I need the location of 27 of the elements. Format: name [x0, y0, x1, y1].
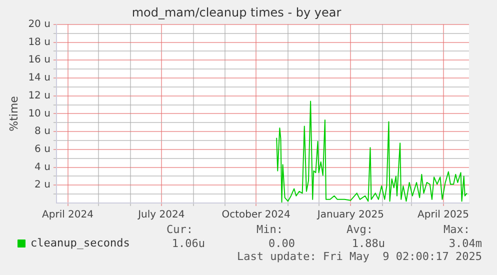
- y-tick-label: 8 u: [34, 126, 50, 138]
- x-tick-label: July 2024: [137, 210, 185, 221]
- y-tick-label: 10 u: [28, 108, 50, 120]
- y-tick-label: 20 u: [28, 18, 50, 30]
- x-tick-label: April 2025: [418, 210, 470, 221]
- y-tick-label: 16 u: [28, 54, 50, 66]
- text: Cur:: [166, 223, 193, 236]
- text: 0.00: [268, 237, 295, 250]
- text: 1.88u: [352, 237, 385, 250]
- text: Min:: [256, 223, 283, 236]
- y-tick-label: 6 u: [34, 144, 50, 156]
- text: Last update: Fri May 9 02:00:17 2025: [236, 250, 482, 263]
- text: 1.06u: [172, 237, 205, 250]
- y-tick-label: 14 u: [28, 72, 50, 84]
- y-axis-title: %time: [7, 96, 20, 132]
- text: Avg:: [346, 223, 373, 236]
- text: Max:: [444, 223, 470, 236]
- legend-label: cleanup_seconds: [30, 236, 130, 250]
- x-tick-label: October 2024: [222, 210, 290, 221]
- text: 3.04m: [448, 237, 482, 250]
- x-tick-label: January 2025: [316, 210, 384, 221]
- y-tick-label: 2 u: [34, 180, 50, 191]
- y-tick-label: 18 u: [28, 36, 50, 48]
- y-tick-label: 4 u: [34, 162, 50, 173]
- chart-title: mod_mam/cleanup times - by year: [132, 5, 342, 20]
- x-tick-label: April 2024: [42, 210, 94, 221]
- y-tick-label: 12 u: [28, 90, 50, 102]
